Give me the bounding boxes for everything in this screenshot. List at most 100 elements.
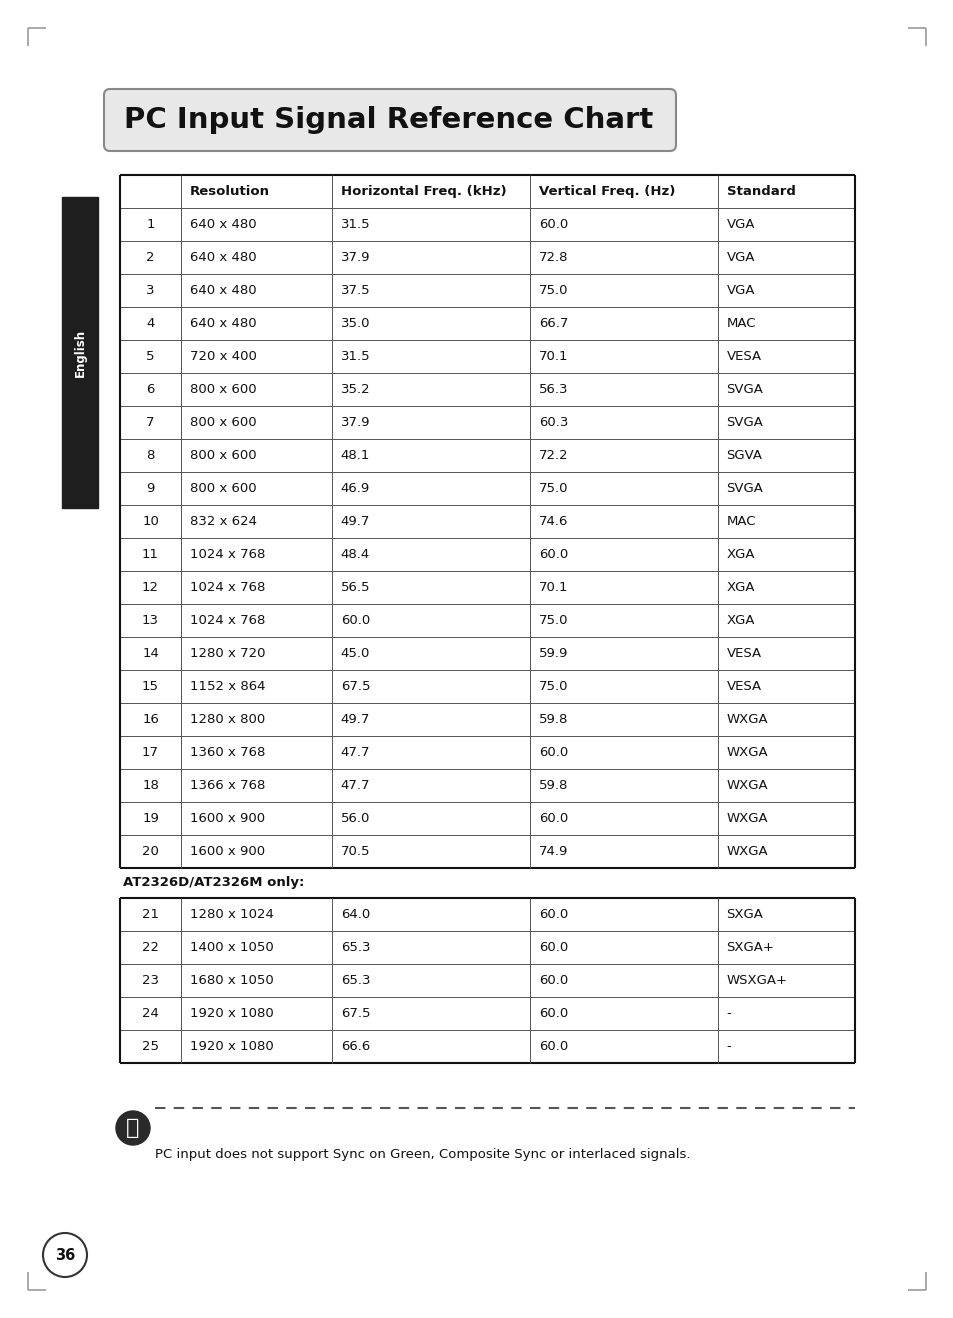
Text: XGA: XGA: [726, 581, 754, 594]
Text: 2: 2: [146, 250, 154, 264]
Text: 16: 16: [142, 713, 159, 726]
Text: 59.8: 59.8: [538, 779, 568, 792]
Text: -: -: [726, 1007, 731, 1020]
Text: 47.7: 47.7: [340, 779, 370, 792]
Text: PC Input Signal Reference Chart: PC Input Signal Reference Chart: [124, 105, 653, 134]
Text: 800 x 600: 800 x 600: [190, 449, 256, 463]
Text: SVGA: SVGA: [726, 384, 762, 395]
Text: 4: 4: [146, 318, 154, 330]
Text: 5: 5: [146, 351, 154, 362]
Text: 31.5: 31.5: [340, 217, 370, 231]
Text: 24: 24: [142, 1007, 159, 1020]
Text: 60.0: 60.0: [340, 614, 370, 627]
Text: English: English: [73, 328, 87, 377]
Text: 9: 9: [146, 482, 154, 496]
Text: 60.0: 60.0: [538, 548, 568, 561]
Text: 1366 x 768: 1366 x 768: [190, 779, 265, 792]
Text: 23: 23: [142, 974, 159, 987]
Text: VESA: VESA: [726, 351, 760, 362]
Text: 60.0: 60.0: [538, 941, 568, 954]
Text: 1024 x 768: 1024 x 768: [190, 548, 265, 561]
Text: Resolution: Resolution: [190, 185, 270, 198]
Text: AT2326D/AT2326M only:: AT2326D/AT2326M only:: [123, 876, 304, 890]
Text: 75.0: 75.0: [538, 283, 568, 297]
Text: 18: 18: [142, 779, 159, 792]
Text: 67.5: 67.5: [340, 1007, 370, 1020]
Text: -: -: [726, 1040, 731, 1053]
Text: 56.3: 56.3: [538, 384, 568, 395]
Text: 640 x 480: 640 x 480: [190, 250, 256, 264]
Text: 1280 x 800: 1280 x 800: [190, 713, 265, 726]
Text: 46.9: 46.9: [340, 482, 370, 496]
Text: SVGA: SVGA: [726, 416, 762, 428]
Text: XGA: XGA: [726, 614, 754, 627]
Text: 60.0: 60.0: [538, 908, 568, 921]
Text: 72.8: 72.8: [538, 250, 568, 264]
Text: 1152 x 864: 1152 x 864: [190, 680, 265, 693]
Text: 720 x 400: 720 x 400: [190, 351, 256, 362]
Text: 14: 14: [142, 647, 159, 660]
Text: 11: 11: [142, 548, 159, 561]
Text: 1280 x 720: 1280 x 720: [190, 647, 265, 660]
Text: ⓘ: ⓘ: [126, 1118, 139, 1137]
Text: 832 x 624: 832 x 624: [190, 515, 256, 529]
Text: XGA: XGA: [726, 548, 754, 561]
FancyBboxPatch shape: [104, 90, 676, 152]
Circle shape: [116, 1111, 150, 1145]
Text: 70.1: 70.1: [538, 581, 568, 594]
Text: 56.5: 56.5: [340, 581, 370, 594]
Text: 1024 x 768: 1024 x 768: [190, 614, 265, 627]
Text: 49.7: 49.7: [340, 713, 370, 726]
Text: 10: 10: [142, 515, 159, 529]
Text: 1280 x 1024: 1280 x 1024: [190, 908, 274, 921]
Text: 47.7: 47.7: [340, 746, 370, 759]
Text: 65.3: 65.3: [340, 941, 370, 954]
Text: 1680 x 1050: 1680 x 1050: [190, 974, 274, 987]
Text: WXGA: WXGA: [726, 779, 767, 792]
Text: 75.0: 75.0: [538, 614, 568, 627]
Text: 1920 x 1080: 1920 x 1080: [190, 1040, 274, 1053]
Text: 7: 7: [146, 416, 154, 428]
Text: 35.0: 35.0: [340, 318, 370, 330]
Bar: [62, 196, 98, 507]
Text: PC input does not support Sync on Green, Composite Sync or interlaced signals.: PC input does not support Sync on Green,…: [154, 1148, 690, 1161]
Text: 60.0: 60.0: [538, 1040, 568, 1053]
Text: 13: 13: [142, 614, 159, 627]
Text: 1360 x 768: 1360 x 768: [190, 746, 265, 759]
Text: 60.0: 60.0: [538, 746, 568, 759]
Text: 8: 8: [146, 449, 154, 463]
Text: 60.0: 60.0: [538, 1007, 568, 1020]
Text: 36: 36: [55, 1248, 75, 1263]
Text: 37.9: 37.9: [340, 250, 370, 264]
Text: 70.1: 70.1: [538, 351, 568, 362]
Text: MAC: MAC: [726, 318, 756, 330]
Text: 45.0: 45.0: [340, 647, 370, 660]
Text: VGA: VGA: [726, 217, 754, 231]
Text: WXGA: WXGA: [726, 713, 767, 726]
Text: 67.5: 67.5: [340, 680, 370, 693]
Text: SGVA: SGVA: [726, 449, 761, 463]
Text: VESA: VESA: [726, 680, 760, 693]
Text: 15: 15: [142, 680, 159, 693]
Text: 37.9: 37.9: [340, 416, 370, 428]
Text: 800 x 600: 800 x 600: [190, 416, 256, 428]
Text: 1600 x 900: 1600 x 900: [190, 812, 265, 825]
Text: 64.0: 64.0: [340, 908, 370, 921]
Text: 1920 x 1080: 1920 x 1080: [190, 1007, 274, 1020]
Circle shape: [43, 1234, 87, 1277]
Text: 70.5: 70.5: [340, 845, 370, 858]
Text: 75.0: 75.0: [538, 680, 568, 693]
Text: 75.0: 75.0: [538, 482, 568, 496]
Text: 66.7: 66.7: [538, 318, 568, 330]
Text: WXGA: WXGA: [726, 812, 767, 825]
Text: Standard: Standard: [726, 185, 795, 198]
Text: 21: 21: [142, 908, 159, 921]
Text: MAC: MAC: [726, 515, 756, 529]
Text: 1600 x 900: 1600 x 900: [190, 845, 265, 858]
Text: 800 x 600: 800 x 600: [190, 482, 256, 496]
Text: Horizontal Freq. (kHz): Horizontal Freq. (kHz): [340, 185, 506, 198]
Text: 59.9: 59.9: [538, 647, 568, 660]
Text: VESA: VESA: [726, 647, 760, 660]
Text: 49.7: 49.7: [340, 515, 370, 529]
Text: 1: 1: [146, 217, 154, 231]
